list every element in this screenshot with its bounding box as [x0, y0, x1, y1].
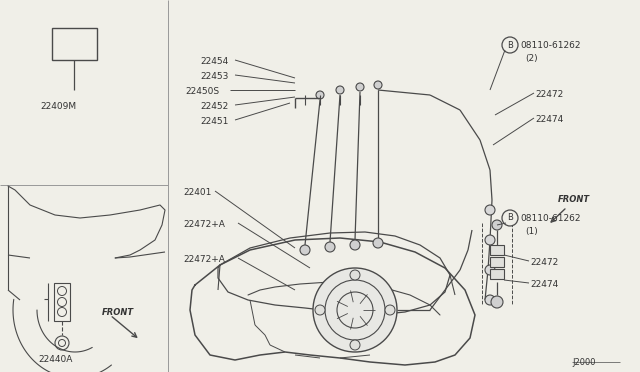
Text: 22474: 22474 — [530, 280, 558, 289]
Bar — [54, 283, 70, 321]
Text: 22472+A: 22472+A — [183, 255, 225, 264]
Text: 22472: 22472 — [530, 258, 558, 267]
Circle shape — [300, 245, 310, 255]
Circle shape — [485, 295, 495, 305]
Circle shape — [373, 238, 383, 248]
Circle shape — [485, 265, 495, 275]
Text: FRONT: FRONT — [558, 195, 590, 204]
Circle shape — [325, 242, 335, 252]
Bar — [490, 245, 504, 255]
Text: (2): (2) — [525, 54, 538, 63]
Text: J2000: J2000 — [572, 358, 595, 367]
Circle shape — [491, 296, 503, 308]
Circle shape — [336, 86, 344, 94]
Text: 22454: 22454 — [200, 57, 228, 66]
Bar — [490, 269, 504, 279]
Text: 22401: 22401 — [183, 188, 211, 197]
Text: 22474: 22474 — [535, 115, 563, 124]
Circle shape — [350, 340, 360, 350]
Bar — [490, 257, 504, 267]
Circle shape — [316, 91, 324, 99]
Text: 22472+A: 22472+A — [183, 220, 225, 229]
Circle shape — [350, 240, 360, 250]
Text: 22409M: 22409M — [40, 102, 76, 111]
Circle shape — [356, 83, 364, 91]
Text: 22453: 22453 — [200, 72, 228, 81]
Text: 22450S: 22450S — [185, 87, 219, 96]
Circle shape — [315, 305, 325, 315]
Text: 22451: 22451 — [200, 117, 228, 126]
Bar — [52, 28, 97, 60]
Text: 08110-61262: 08110-61262 — [520, 214, 580, 223]
Circle shape — [350, 270, 360, 280]
Circle shape — [502, 37, 518, 53]
Circle shape — [502, 210, 518, 226]
Text: B: B — [507, 214, 513, 222]
Circle shape — [374, 81, 382, 89]
Circle shape — [385, 305, 395, 315]
Text: B: B — [507, 41, 513, 49]
Text: (1): (1) — [525, 227, 538, 236]
Circle shape — [492, 220, 502, 230]
Circle shape — [485, 205, 495, 215]
Text: FRONT: FRONT — [102, 308, 134, 317]
Circle shape — [313, 268, 397, 352]
Text: 22472: 22472 — [535, 90, 563, 99]
Text: 22452: 22452 — [200, 102, 228, 111]
Text: 08110-61262: 08110-61262 — [520, 41, 580, 50]
Text: 22440A: 22440A — [38, 355, 72, 364]
Circle shape — [485, 235, 495, 245]
